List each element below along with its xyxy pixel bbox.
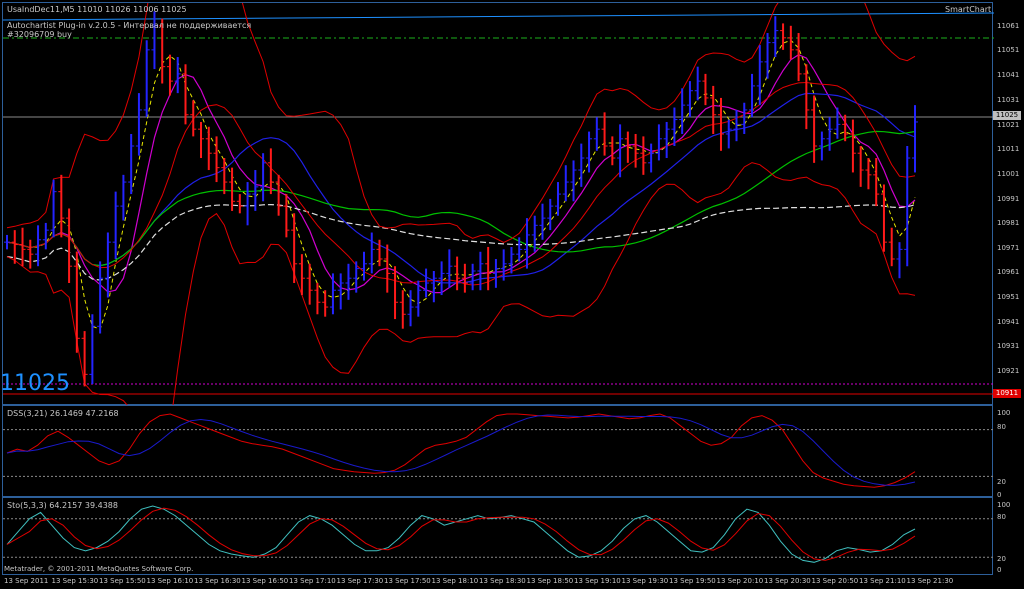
price-tick: 11051 xyxy=(997,46,1020,54)
time-tick: 13 Sep 19:30 xyxy=(621,577,669,585)
sto-signal-line xyxy=(6,507,916,561)
stochastic-indicator-canvas[interactable] xyxy=(3,498,994,576)
price-tick: 11011 xyxy=(997,145,1020,153)
price-tick: 10961 xyxy=(997,268,1020,276)
bid-price-tag: 11025 xyxy=(993,111,1021,120)
ma-white-line xyxy=(6,203,916,281)
sto-level-0: 0 xyxy=(997,566,1002,574)
price-chart-pane[interactable]: UsaIndDec11,M5 11010 11026 11006 11025 A… xyxy=(2,2,994,406)
time-tick: 13 Sep 18:50 xyxy=(526,577,574,585)
price-tick: 10951 xyxy=(997,293,1020,301)
ma-green-line xyxy=(6,130,916,267)
smartchart-label[interactable]: SmartChart xyxy=(945,5,992,14)
dss-main-line xyxy=(6,413,916,488)
dss-indicator-canvas[interactable] xyxy=(3,406,994,498)
time-tick: 13 Sep 2011 xyxy=(4,577,49,585)
time-tick: 13 Sep 19:50 xyxy=(669,577,716,585)
price-tick: 10981 xyxy=(997,219,1020,227)
chart-header: UsaIndDec11,M5 11010 11026 11006 11025 xyxy=(7,5,187,14)
price-tick: 10921 xyxy=(997,367,1020,375)
price-tick: 11041 xyxy=(997,71,1020,79)
price-tick: 10941 xyxy=(997,318,1020,326)
time-tick: 13 Sep 18:10 xyxy=(431,577,479,585)
time-tick: 13 Sep 16:10 xyxy=(146,577,194,585)
time-tick: 13 Sep 20:30 xyxy=(764,577,811,585)
stochastic-indicator-pane[interactable]: Sto(5,3,3) 64.2157 39.4388 xyxy=(2,497,994,576)
time-tick: 13 Sep 15:30 xyxy=(51,577,99,585)
ma-yellow-line xyxy=(6,39,916,330)
time-tick: 13 Sep 18:30 xyxy=(479,577,526,585)
price-tick: 11061 xyxy=(997,22,1020,30)
dss-level-0: 0 xyxy=(997,491,1002,499)
price-tick: 11021 xyxy=(997,121,1020,129)
bollinger-lower xyxy=(6,162,916,406)
dss-level-80: 80 xyxy=(997,423,1006,431)
current-price-display: 11025 xyxy=(0,371,70,396)
sto-main-line xyxy=(6,505,916,563)
time-tick: 13 Sep 17:10 xyxy=(289,577,336,585)
dss-signal-line xyxy=(6,414,916,486)
dss-level-100: 100 xyxy=(997,409,1011,417)
price-tick: 11031 xyxy=(997,96,1020,104)
time-tick: 13 Sep 15:50 xyxy=(99,577,146,585)
time-tick: 13 Sep 17:50 xyxy=(384,577,431,585)
sto-level-20: 20 xyxy=(997,555,1006,563)
bollinger-middle xyxy=(6,81,916,286)
sto-level-100: 100 xyxy=(997,501,1011,509)
plugin-status: Autochartist Plug-in v.2.0.5 - Интервал … xyxy=(7,21,252,30)
dss-label: DSS(3,21) 26.1469 47.2168 xyxy=(7,409,119,418)
bollinger-upper xyxy=(6,3,916,243)
ma-magenta-line xyxy=(6,54,916,294)
dss-indicator-pane[interactable]: DSS(3,21) 26.1469 47.2168 xyxy=(2,405,994,498)
sto-level-80: 80 xyxy=(997,513,1006,521)
price-axis[interactable]: 11061 11051 11041 11031 11021 11011 1100… xyxy=(993,0,1024,575)
price-tick: 11001 xyxy=(997,170,1020,178)
low-price-tag: 10911 xyxy=(993,389,1021,398)
time-tick: 13 Sep 21:10 xyxy=(859,577,906,585)
order-label[interactable]: #32096709 buy xyxy=(7,30,72,39)
time-axis[interactable]: 13 Sep 2011 13 Sep 15:30 13 Sep 15:50 13 Se… xyxy=(2,575,993,589)
price-tick: 10971 xyxy=(997,244,1020,252)
time-tick: 13 Sep 20:50 xyxy=(811,577,859,585)
time-tick: 13 Sep 21:30 xyxy=(906,577,954,585)
price-tick: 10931 xyxy=(997,342,1020,350)
sto-label: Sto(5,3,3) 64.2157 39.4388 xyxy=(7,501,118,510)
time-tick: 13 Sep 16:50 xyxy=(241,577,289,585)
time-tick: 13 Sep 19:10 xyxy=(574,577,621,585)
time-tick: 13 Sep 17:30 xyxy=(336,577,384,585)
trend-line xyxy=(3,12,994,21)
price-tick: 10991 xyxy=(997,195,1020,203)
copyright-text: Metatrader, © 2001-2011 MetaQuotes Softw… xyxy=(4,565,194,573)
dss-level-20: 20 xyxy=(997,478,1006,486)
time-tick: 13 Sep 20:10 xyxy=(716,577,764,585)
price-chart-canvas[interactable] xyxy=(3,3,994,406)
time-tick: 13 Sep 16:30 xyxy=(194,577,241,585)
